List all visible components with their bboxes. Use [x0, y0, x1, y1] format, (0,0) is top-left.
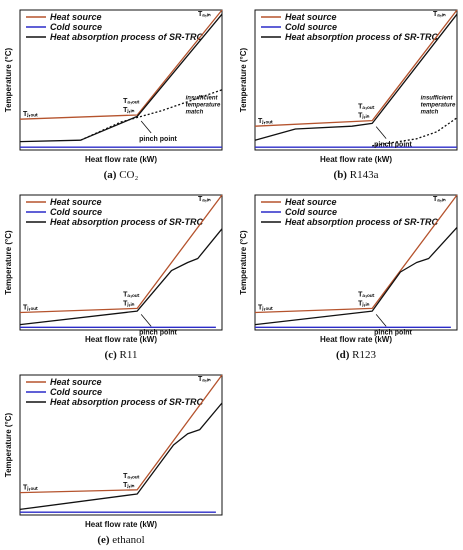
annotation-note: insufficient	[186, 96, 219, 102]
caption-letter: (c)	[105, 349, 120, 361]
legend-entry: Heat absorption process of SR-TRC	[50, 397, 204, 407]
label-t-a-in: Tₐ,ᵢₙ	[433, 196, 446, 203]
series-line	[19, 13, 223, 143]
label-t-j-out: Tⱼ,ₒᵤₜ	[23, 304, 38, 311]
y-axis-label: Temperature (°C)	[239, 230, 248, 295]
legend-entry: Cold source	[285, 22, 337, 32]
caption-name: ethanol	[112, 534, 144, 546]
series-line	[19, 9, 223, 120]
x-axis-label: Heat flow rate (kW)	[85, 520, 157, 529]
legend-entry: Heat absorption process of SR-TRC	[50, 217, 204, 227]
panel-caption: (c) R11	[105, 349, 138, 361]
label-t-j-out: Tⱼ,ₒᵤₜ	[23, 485, 38, 492]
x-axis-label: Heat flow rate (kW)	[85, 155, 157, 164]
pinch-point-label: pinch point	[374, 142, 412, 149]
series-line	[19, 374, 223, 494]
panel-caption: (e) ethanol	[97, 534, 144, 546]
plot-frame	[254, 9, 458, 151]
label-t-a-in: Tₐ,ᵢₙ	[198, 376, 211, 383]
annotation-note: match	[186, 110, 204, 116]
label-t-j-in: Tⱼ,ᵢₙ	[123, 300, 134, 307]
label-t-a-out: Tₐ,ₒᵤₜ	[123, 98, 139, 105]
pinch-arrow	[140, 120, 152, 134]
label-t-j-out: Tⱼ,ₒᵤₜ	[23, 111, 38, 118]
y-axis-label: Temperature (°C)	[4, 47, 13, 112]
y-axis-label: Temperature (°C)	[239, 47, 248, 112]
annotation-note: temperature	[186, 103, 221, 109]
label-t-j-in: Tⱼ,ᵢₙ	[123, 482, 134, 489]
legend-entry: Heat source	[50, 12, 102, 22]
series-line	[19, 402, 223, 511]
label-t-a-out: Tₐ,ₒᵤₜ	[358, 104, 374, 111]
legend-entry: Cold source	[285, 207, 337, 217]
pinch-arrow	[375, 314, 387, 327]
legend-entry: Cold source	[50, 387, 102, 397]
label-t-a-out: Tₐ,ₒᵤₜ	[358, 291, 374, 298]
legend-entry: Heat absorption process of SR-TRC	[50, 32, 204, 42]
y-axis-label: Temperature (°C)	[4, 412, 13, 477]
legend-entry: Heat absorption process of SR-TRC	[285, 32, 439, 42]
series-line	[19, 228, 223, 326]
pinch-arrow	[140, 314, 152, 327]
label-t-a-in: Tₐ,ᵢₙ	[198, 11, 211, 18]
label-t-j-out: Tⱼ,ₒᵤₜ	[258, 118, 273, 125]
caption-letter: (a)	[104, 169, 120, 181]
panel-caption: (a) CO₂	[104, 169, 139, 181]
x-axis-label: Heat flow rate (kW)	[320, 335, 392, 344]
panel-caption: (b) R143a	[334, 169, 379, 181]
series-line	[254, 226, 458, 326]
caption-name: R123	[352, 349, 376, 361]
caption-name: R143a	[350, 169, 379, 181]
legend-entry: Heat source	[285, 197, 337, 207]
pinch-arrow	[375, 126, 387, 139]
legend-entry: Heat absorption process of SR-TRC	[285, 217, 439, 227]
label-t-a-in: Tₐ,ᵢₙ	[433, 11, 446, 18]
label-t-j-in: Tⱼ,ᵢₙ	[358, 300, 369, 307]
label-t-a-in: Tₐ,ᵢₙ	[198, 196, 211, 203]
legend-entry: Heat source	[285, 12, 337, 22]
annotation-note: insufficient	[421, 96, 454, 102]
label-t-a-out: Tₐ,ₒᵤₜ	[123, 291, 139, 298]
label-t-j-in: Tⱼ,ᵢₙ	[358, 113, 369, 120]
caption-name: CO₂	[119, 169, 138, 181]
caption-letter: (b)	[334, 169, 350, 181]
x-axis-label: Heat flow rate (kW)	[320, 155, 392, 164]
label-t-j-out: Tⱼ,ₒᵤₜ	[258, 304, 273, 311]
plot-frame	[19, 374, 223, 516]
panel-caption: (d) R123	[336, 349, 377, 361]
plot-frame	[19, 9, 223, 151]
annotation-note: match	[421, 110, 439, 116]
pinch-point-label: pinch point	[374, 329, 412, 336]
label-t-j-in: Tⱼ,ᵢₙ	[123, 107, 134, 114]
pinch-point-label: pinch point	[139, 136, 177, 143]
legend-entry: Cold source	[50, 207, 102, 217]
series-line	[80, 89, 223, 141]
series-line	[19, 194, 223, 314]
legend-entry: Heat source	[50, 377, 102, 387]
caption-name: R11	[120, 349, 138, 361]
annotation-note: temperature	[421, 103, 456, 109]
plot-frame	[254, 194, 458, 331]
x-axis-label: Heat flow rate (kW)	[85, 335, 157, 344]
y-axis-label: Temperature (°C)	[4, 230, 13, 295]
pinch-point-label: pinch point	[139, 329, 177, 336]
series-line	[254, 194, 458, 314]
label-t-a-out: Tₐ,ₒᵤₜ	[123, 473, 139, 480]
caption-letter: (e)	[97, 534, 112, 546]
series-line	[254, 9, 458, 127]
caption-letter: (d)	[336, 349, 352, 361]
legend-entry: Heat source	[50, 197, 102, 207]
series-line	[254, 13, 458, 141]
plot-frame	[19, 194, 223, 331]
legend-entry: Cold source	[50, 22, 102, 32]
